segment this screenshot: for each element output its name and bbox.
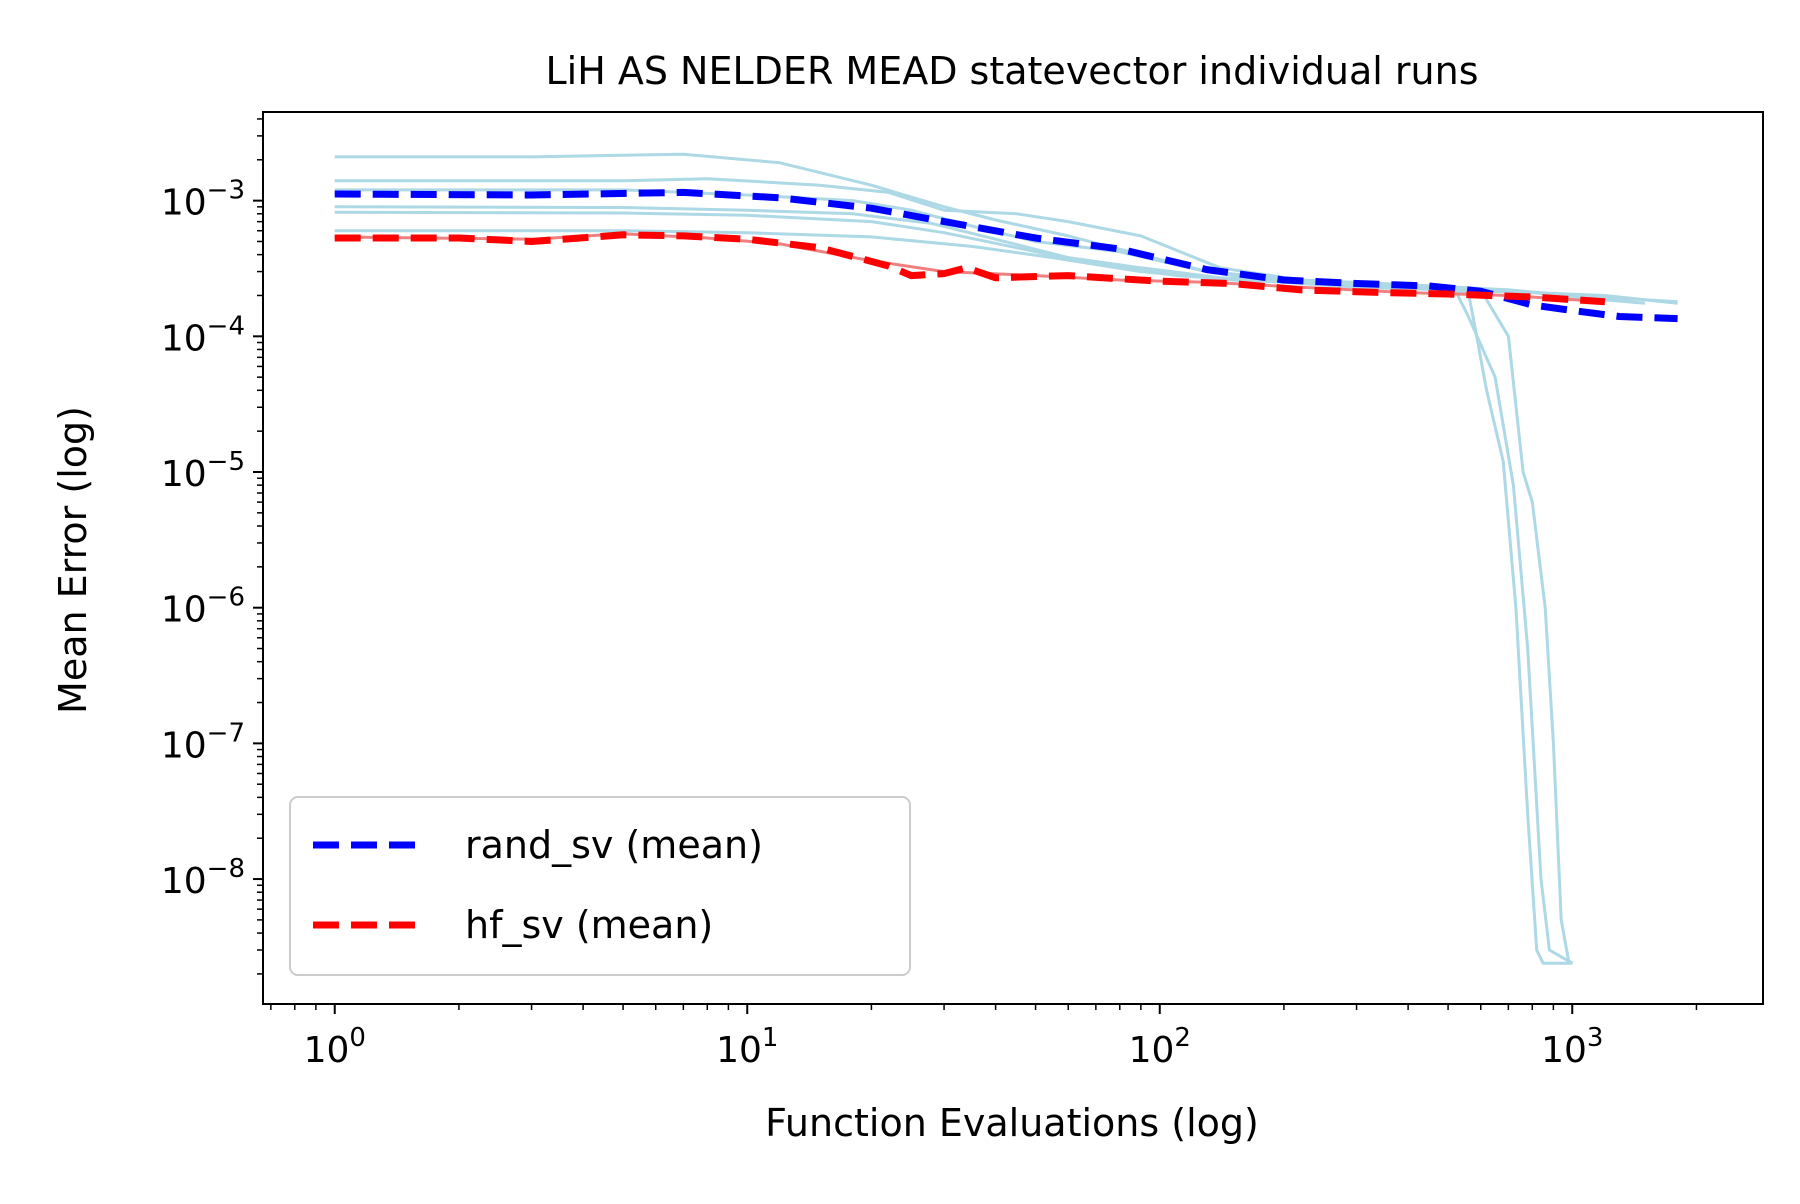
legend-box [289, 796, 911, 976]
legend-label-rand-sv: rand_sv (mean) [465, 823, 763, 867]
series-line-individual-run [334, 229, 1574, 965]
x-tick-label: 101 [716, 1023, 778, 1071]
series-line-hf-sv-mean- [334, 231, 1606, 306]
y-tick-label: 10−5 [161, 447, 245, 495]
major-ticks: 100 101 102 103 10−8 10−7 10−6 10−5 10−4 10−3 [161, 176, 1604, 1071]
x-axis-label: Function Evaluations (log) [765, 1101, 1259, 1145]
y-tick-label: 10−3 [161, 176, 245, 224]
y-tick-label: 10−6 [161, 583, 245, 631]
chart-title: LiH AS NELDER MEAD statevector individua… [545, 49, 1478, 93]
y-tick-label: 10−4 [161, 311, 245, 359]
series-line-rand-sv-mean- [334, 188, 1678, 323]
legend: rand_sv (mean) hf_sv (mean) [289, 796, 911, 976]
x-tick-label: 103 [1541, 1023, 1603, 1071]
y-tick-label: 10−7 [161, 718, 245, 766]
x-tick-label: 102 [1129, 1023, 1191, 1071]
x-tick-label: 100 [304, 1023, 366, 1071]
plot-frame [262, 111, 1764, 1005]
series-layer [334, 152, 1678, 965]
y-axis-label: Mean Error (log) [51, 406, 95, 714]
legend-label-hf-sv: hf_sv (mean) [465, 903, 713, 947]
y-tick-label: 10−8 [161, 854, 245, 902]
